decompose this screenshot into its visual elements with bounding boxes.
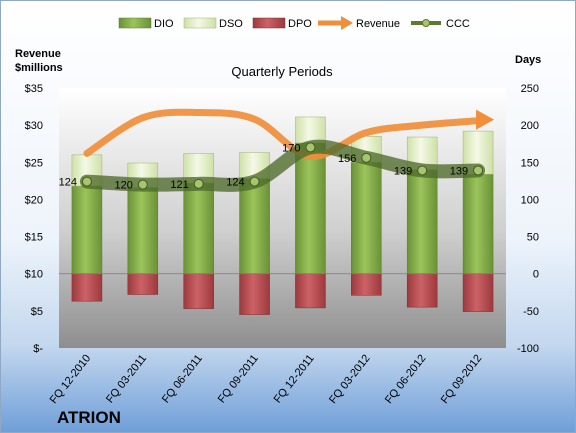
y-right-tick-0: -100 [517, 343, 539, 355]
dio-bar-1 [127, 187, 159, 274]
legend-dio-label: DIO [154, 18, 174, 30]
dio-bar-4 [295, 142, 326, 274]
y-left-tick-6: $30 [25, 120, 43, 132]
x-tick-3: FQ 09-2011 [216, 352, 261, 405]
dpo-bar-5 [351, 273, 382, 296]
legend-revenue: Revenue [318, 16, 400, 30]
ccc-line [79, 139, 486, 192]
y-right-ticks: -100 -50 0 50 100 150 200 250 [517, 83, 539, 355]
ccc-data-label-5: 156 [338, 153, 356, 165]
y-left-tick-4: $20 [25, 194, 43, 206]
dpo-bar-6 [406, 273, 438, 308]
ccc-point-6 [417, 165, 428, 176]
y-right-tick-2: 0 [533, 269, 539, 281]
dpo-bar-4 [295, 273, 326, 309]
y-right-tick-3: 50 [527, 232, 539, 244]
x-tick-0: FQ 12-2010 [48, 352, 94, 406]
dio-bar-7 [462, 173, 494, 274]
dio-bar-3 [239, 178, 270, 274]
lines-layer: 124 120 121 124 170 156 139 139 [59, 108, 495, 192]
dio-bar-0 [71, 185, 103, 274]
x-tick-4: FQ 12-2011 [272, 352, 317, 405]
ccc-point-5 [361, 152, 372, 163]
y-left-tick-5: $25 [25, 157, 43, 169]
ccc-point-7 [473, 165, 484, 176]
ccc-data-label-2: 121 [170, 179, 188, 191]
x-ticks: FQ 12-2010 FQ 03-2011 FQ 06-2011 FQ 09-2011… [48, 352, 485, 406]
dpo-bar-2 [183, 273, 214, 309]
legend-ccc: CCC [411, 18, 470, 30]
ccc-point-3 [249, 176, 260, 187]
y-left-ticks: $- $5 $10 $15 $20 $25 $30 $35 [25, 83, 44, 355]
dpo-bar-1 [127, 273, 159, 295]
y-right-title: Days [515, 54, 541, 66]
y-right-tick-7: 250 [521, 83, 539, 95]
legend: DIO DSO DPO Revenue CCC [118, 16, 470, 30]
company-name: ATRION [57, 408, 121, 427]
x-tick-2: FQ 06-2011 [160, 352, 205, 405]
y-right-tick-1: -50 [523, 306, 539, 318]
legend-dpo-label: DPO [288, 18, 312, 30]
ccc-data-label-6: 139 [394, 165, 412, 177]
legend-dpo: DPO [252, 17, 312, 30]
legend-dso-label: DSO [219, 18, 243, 30]
dpo-bar-3 [239, 273, 270, 315]
dio-bar-2 [183, 182, 214, 274]
ccc-point-0 [81, 176, 92, 187]
y-left-tick-2: $10 [25, 269, 43, 281]
y-right-tick-4: 100 [521, 194, 539, 206]
revenue-line [83, 108, 482, 160]
dpo-bar-0 [71, 273, 103, 302]
revenue-arrowhead [476, 109, 495, 130]
y-left-tick-3: $15 [25, 232, 43, 244]
y-left-title-line2: $millions [15, 62, 63, 74]
y-left-tick-0: $- [33, 343, 43, 355]
ccc-data-label-7: 139 [450, 165, 468, 177]
ccc-point-2 [193, 178, 204, 189]
y-right-tick-6: 200 [521, 120, 539, 132]
y-left-tick-7: $35 [25, 83, 43, 95]
legend-dso: DSO [183, 17, 243, 30]
x-tick-5: FQ 03-2012 [327, 352, 373, 406]
ccc-data-label-0: 124 [59, 177, 77, 189]
plot-title: Quarterly Periods [231, 64, 333, 79]
y-left-tick-1: $5 [31, 306, 43, 318]
dio-bar-6 [406, 169, 438, 274]
ccc-data-label-4: 170 [282, 142, 300, 154]
dpo-bar-7 [462, 273, 494, 312]
x-tick-1: FQ 03-2011 [104, 352, 149, 405]
ccc-data-label-3: 124 [226, 177, 244, 189]
x-tick-6: FQ 06-2012 [383, 352, 429, 406]
legend-ccc-label: CCC [446, 18, 470, 30]
legend-revenue-label: Revenue [356, 18, 400, 30]
ccc-point-1 [137, 179, 148, 190]
y-left-title-line1: Revenue [15, 48, 61, 60]
dio-bar-5 [351, 162, 382, 274]
y-right-tick-5: 150 [521, 157, 539, 169]
dso-bar-4 [295, 116, 326, 144]
ccc-point-4 [305, 142, 316, 153]
x-tick-7: FQ 09-2012 [439, 352, 485, 406]
ccc-data-label-1: 120 [114, 180, 132, 192]
legend-dio: DIO [118, 17, 174, 30]
